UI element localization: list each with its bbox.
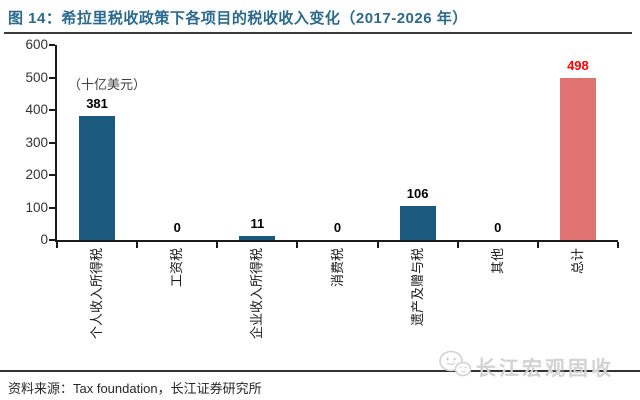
x-axis-line xyxy=(55,240,618,242)
y-axis-tick-mark xyxy=(49,239,55,241)
bar-value-label: 0 xyxy=(333,220,342,235)
y-axis-tick-mark xyxy=(49,141,55,144)
x-axis-tick-mark xyxy=(56,242,58,248)
bar-value-label: 106 xyxy=(406,186,429,201)
title-divider xyxy=(4,32,632,34)
bar-value-label: 498 xyxy=(567,58,589,73)
x-axis-category-label: 企业收入所得税 xyxy=(249,248,265,340)
watermark-text: 长江宏观固收 xyxy=(476,358,614,380)
x-axis-tick-mark xyxy=(536,242,539,248)
x-axis-category-label: 工资税 xyxy=(169,248,185,288)
watermark: 长江宏观固收 xyxy=(438,349,614,384)
bar-value-label: 0 xyxy=(173,220,181,235)
y-axis-tick-label: 200 xyxy=(25,167,48,182)
y-axis-unit-label: （十亿美元） xyxy=(68,77,147,92)
x-axis-tick-mark xyxy=(376,242,379,248)
figure-title: 图 14：希拉里税收政策下各项目的税收收入变化（2017-2026 年） xyxy=(8,10,468,27)
y-axis-tick-mark xyxy=(49,44,55,46)
y-axis-tick-label: 600 xyxy=(25,37,48,52)
x-axis-tick-mark xyxy=(136,242,139,248)
footer-divider xyxy=(0,370,640,372)
wechat-chat-bubbles-icon xyxy=(438,349,472,384)
x-axis-category-label: 总计 xyxy=(569,248,585,275)
y-axis-tick-label: 300 xyxy=(25,134,48,150)
bar xyxy=(559,78,596,240)
bar xyxy=(399,206,436,240)
x-axis-tick-mark xyxy=(456,242,459,248)
y-axis-tick-mark xyxy=(49,76,55,79)
x-axis-category-label: 消费税 xyxy=(329,248,345,288)
x-axis-tick-mark xyxy=(296,242,299,248)
y-axis-line xyxy=(55,45,57,242)
y-axis-tick-label: 500 xyxy=(25,69,48,85)
bar xyxy=(239,236,276,240)
bar-value-label: 381 xyxy=(86,96,108,111)
y-axis-tick-mark xyxy=(49,109,55,111)
x-axis-tick-mark xyxy=(617,242,619,248)
x-axis-tick-mark xyxy=(216,242,219,248)
bar-chart: （十亿美元） xyxy=(0,34,640,364)
y-axis-tick-label: 400 xyxy=(25,102,48,117)
x-axis-category-label: 遗产及赠与税 xyxy=(409,248,425,327)
source-note: 资料来源：Tax foundation，长江证券研究所 xyxy=(8,381,262,396)
y-axis-tick-label: 100 xyxy=(25,199,48,215)
y-axis-tick-mark xyxy=(49,174,55,176)
y-axis-tick-mark xyxy=(49,206,55,209)
x-axis-category-label: 其他 xyxy=(489,248,505,275)
bar-value-label: 0 xyxy=(494,220,502,235)
y-axis-tick-label: 0 xyxy=(40,232,48,247)
bar-value-label: 11 xyxy=(250,216,265,231)
bar xyxy=(79,116,116,240)
x-axis-category-label: 个人收入所得税 xyxy=(89,248,105,340)
